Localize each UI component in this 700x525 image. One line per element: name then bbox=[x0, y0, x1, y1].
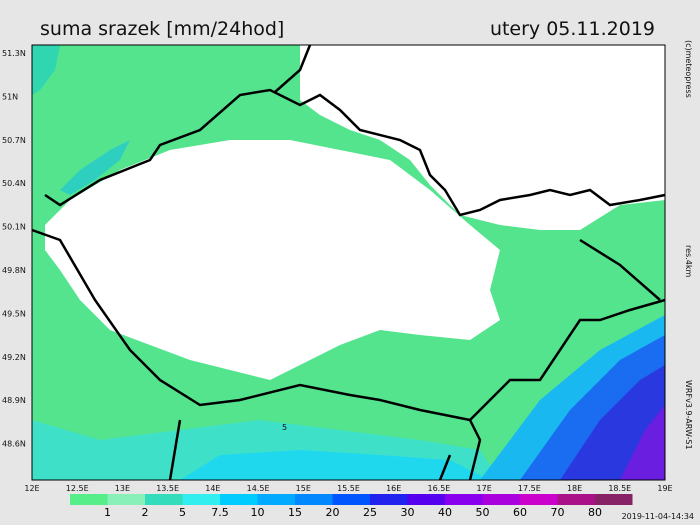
resolution: res.4km bbox=[684, 245, 693, 277]
map-area: 5 bbox=[31, 44, 666, 481]
timestamp: 2019-11-04-14:34 bbox=[622, 512, 694, 521]
lon-label: 16.5E bbox=[427, 484, 450, 493]
lon-label: 17E bbox=[477, 484, 492, 493]
legend-label: 1 bbox=[104, 506, 111, 519]
legend-swatch bbox=[220, 494, 258, 505]
lat-label: 50.4N bbox=[2, 179, 26, 188]
map-date: utery 05.11.2019 bbox=[490, 18, 655, 40]
legend-label: 80 bbox=[588, 506, 602, 519]
precip-band bbox=[620, 405, 665, 480]
lat-label: 51N bbox=[2, 92, 18, 101]
lat-label: 49.2N bbox=[2, 353, 26, 362]
precip-patch bbox=[32, 45, 60, 95]
lon-label: 14.5E bbox=[247, 484, 270, 493]
border bbox=[31, 228, 666, 422]
legend-label: 20 bbox=[326, 506, 340, 519]
legend-swatch bbox=[557, 494, 595, 505]
legend-swatch bbox=[520, 494, 558, 505]
lon-label: 15.5E bbox=[337, 484, 360, 493]
lon-label: 12E bbox=[24, 484, 39, 493]
lon-label: 13.5E bbox=[156, 484, 179, 493]
dry-area bbox=[300, 45, 665, 230]
legend-swatch bbox=[332, 494, 370, 505]
lon-label: 16E bbox=[386, 484, 401, 493]
legend-label: 7.5 bbox=[211, 506, 229, 519]
legend-swatch bbox=[407, 494, 445, 505]
copyright: (c)meteopress bbox=[684, 40, 693, 98]
lat-label: 50.1N bbox=[2, 223, 26, 232]
legend-label: 70 bbox=[551, 506, 565, 519]
lon-label: 12.5E bbox=[66, 484, 89, 493]
legend-swatch bbox=[70, 494, 108, 505]
precip-band bbox=[180, 450, 490, 480]
legend-swatch bbox=[107, 494, 145, 505]
legend-swatch bbox=[295, 494, 333, 505]
map-title: suma srazek [mm/24hod] bbox=[40, 18, 284, 40]
precip-patch bbox=[60, 140, 130, 195]
lat-label: 49.5N bbox=[2, 309, 26, 318]
lat-label: 48.6N bbox=[2, 440, 26, 449]
legend-swatch bbox=[145, 494, 183, 505]
legend-label: 60 bbox=[513, 506, 527, 519]
lat-label: 51.3N bbox=[2, 49, 26, 58]
lat-label: 48.9N bbox=[2, 396, 26, 405]
lat-label: 49.8N bbox=[2, 266, 26, 275]
legend-label: 40 bbox=[438, 506, 452, 519]
legend-swatch bbox=[595, 494, 633, 505]
lon-label: 19E bbox=[657, 484, 672, 493]
legend-label: 30 bbox=[401, 506, 415, 519]
border bbox=[579, 238, 661, 301]
lon-label: 14E bbox=[205, 484, 220, 493]
lon-label: 13E bbox=[115, 484, 130, 493]
lat-label: 50.7N bbox=[2, 136, 26, 145]
model: WRFv3.9-ARW-S1 bbox=[684, 380, 693, 450]
axis-labels: 51.3N 51N 50.7N 50.4N 50.1N 49.8N 49.5N 49.2N 48… bbox=[2, 49, 673, 519]
lon-label: 18.5E bbox=[608, 484, 631, 493]
legend-label: 5 bbox=[179, 506, 186, 519]
legend-swatch bbox=[370, 494, 408, 505]
border bbox=[168, 419, 452, 481]
border bbox=[274, 44, 312, 93]
map-frame bbox=[31, 44, 666, 481]
legend-swatch bbox=[257, 494, 295, 505]
contour-label: 5 bbox=[282, 423, 287, 432]
lon-label: 18E bbox=[567, 484, 582, 493]
border bbox=[468, 419, 482, 481]
legend-label: 15 bbox=[288, 506, 302, 519]
legend-swatch bbox=[482, 494, 520, 505]
border bbox=[44, 88, 666, 217]
legend-label: 25 bbox=[363, 506, 377, 519]
legend-swatch bbox=[445, 494, 483, 505]
legend-swatch bbox=[182, 494, 220, 505]
legend-label: 2 bbox=[142, 506, 149, 519]
lon-label: 15E bbox=[296, 484, 311, 493]
lon-label: 17.5E bbox=[518, 484, 541, 493]
legend-label: 50 bbox=[476, 506, 490, 519]
dry-area bbox=[45, 140, 500, 380]
legend-label: 10 bbox=[251, 506, 265, 519]
